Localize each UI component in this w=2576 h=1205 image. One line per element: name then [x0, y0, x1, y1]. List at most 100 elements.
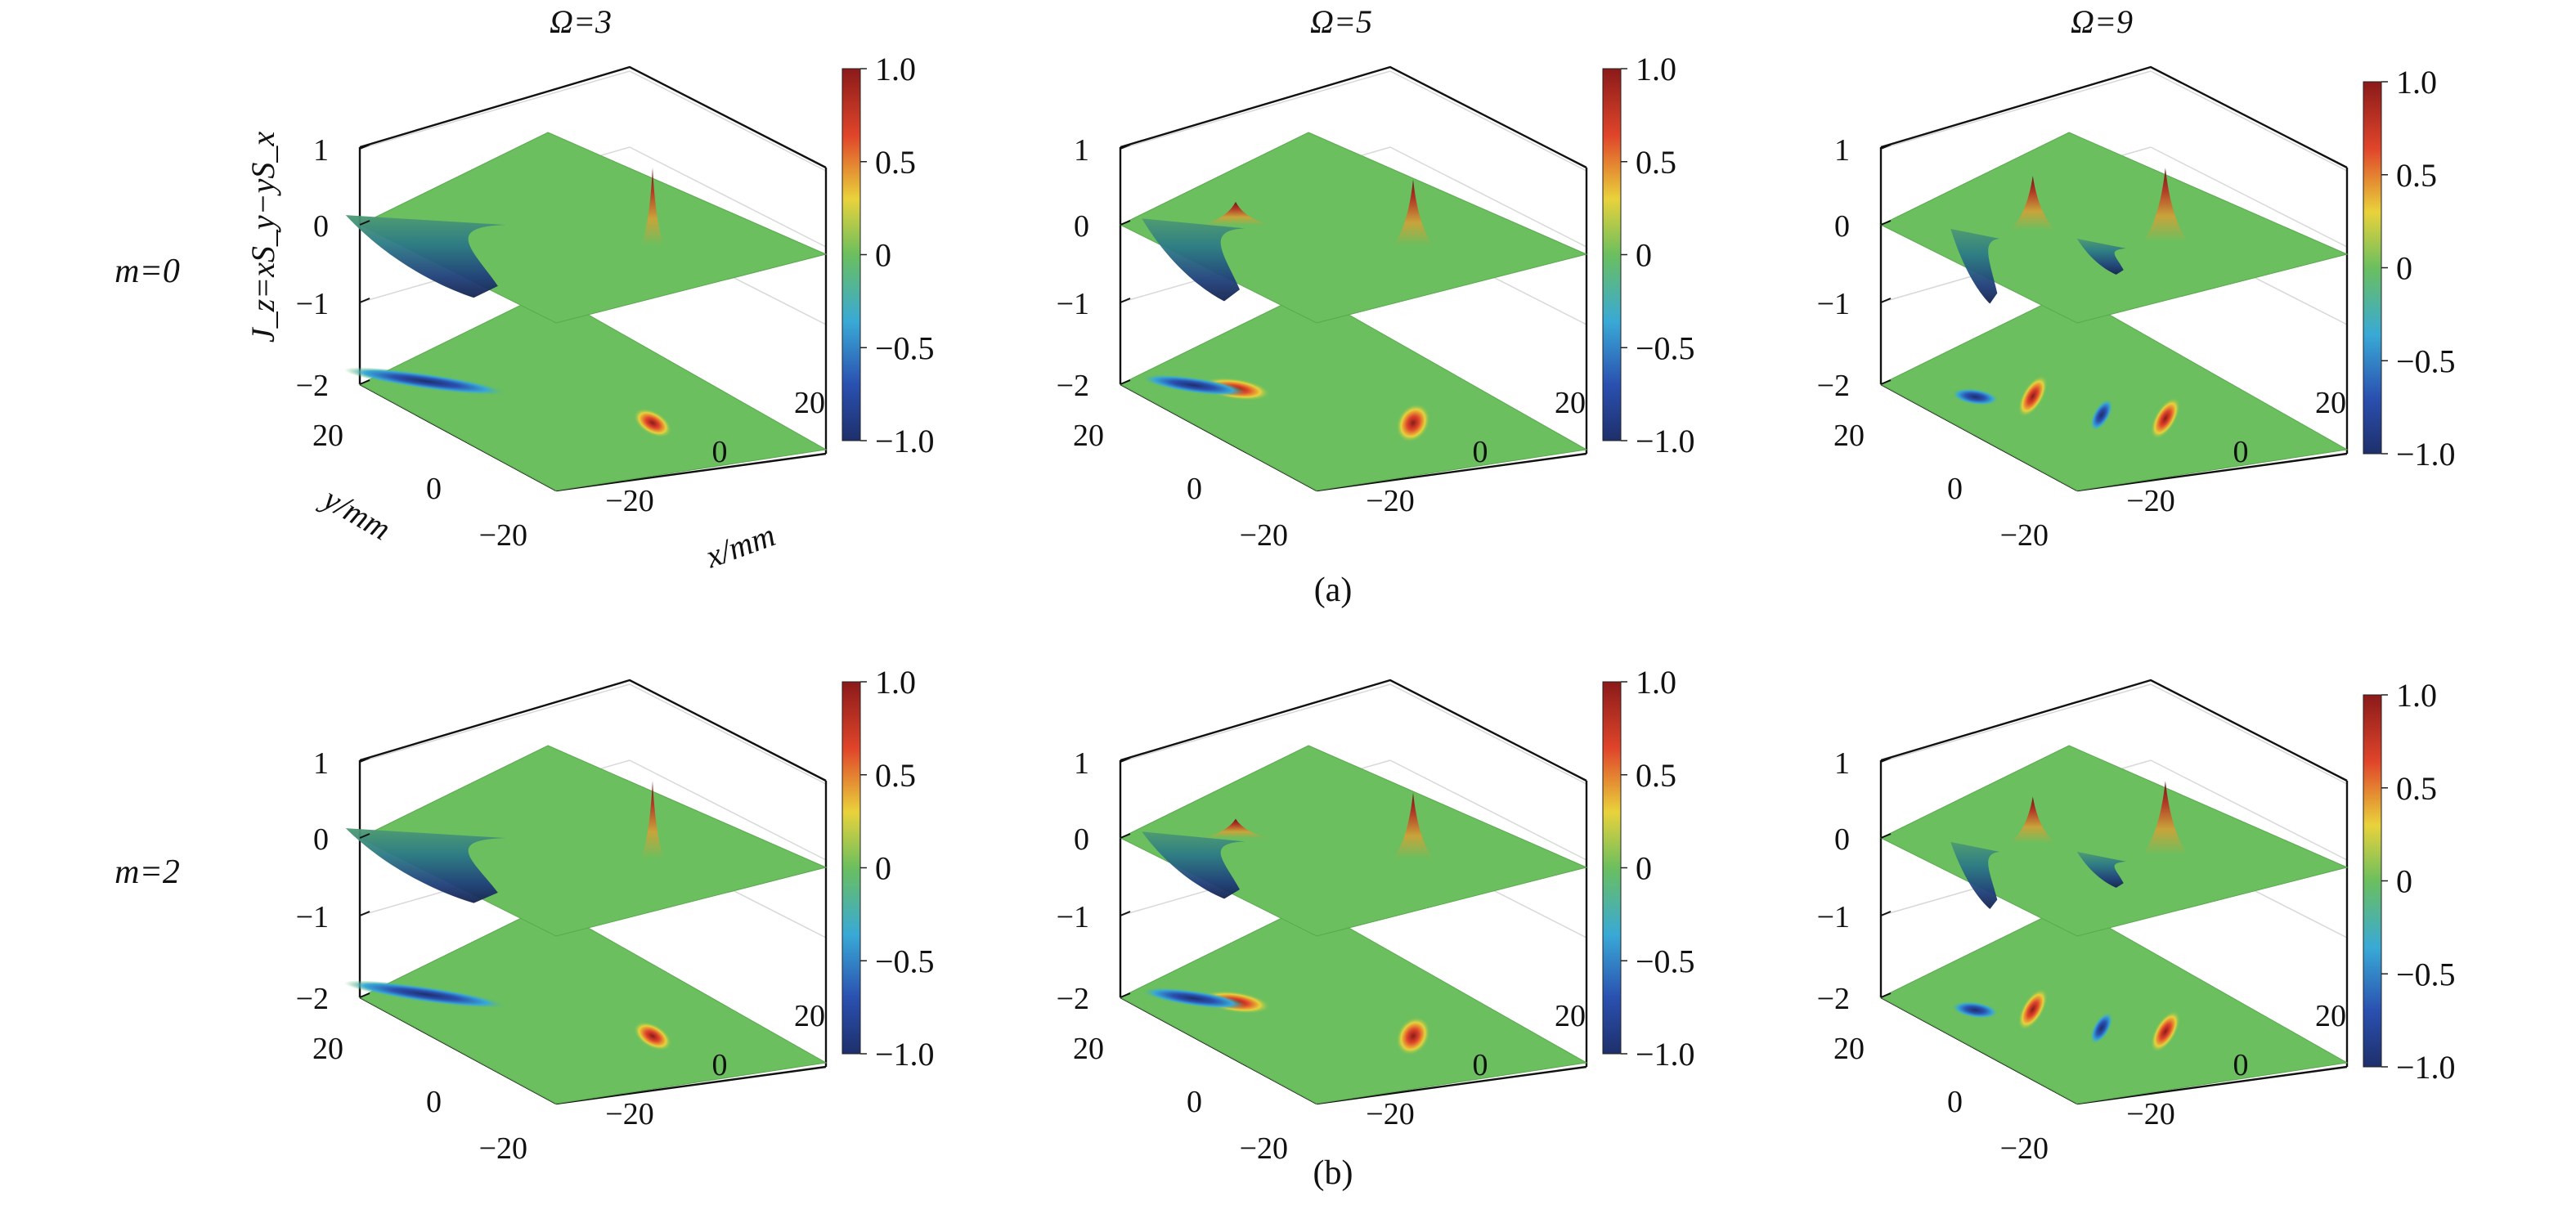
column-title: Ω=9: [2071, 3, 2133, 40]
surface-panel: 1 0 −1 −2 20 0 −20 −20 0 20 1.0 0.5 0 −0.5 −1.0: [296, 664, 935, 1166]
z-tick: [1120, 992, 1131, 998]
z-axis-label: J_z=xS_y−yS_x: [245, 132, 281, 343]
row-label: m=0: [114, 253, 180, 290]
grid-line: [629, 70, 827, 172]
floor-projection-plane: [358, 291, 828, 491]
z-tick-label: −2: [296, 982, 329, 1016]
z-tick-label: −2: [1057, 982, 1089, 1016]
box-top-edges: [1120, 679, 1587, 782]
floor-feature: [633, 408, 672, 438]
z-tick: [1880, 298, 1892, 303]
colorbar-tick-label: −1.0: [2396, 1049, 2456, 1086]
z-tick: [1120, 220, 1131, 226]
x-tick-label: 20: [1555, 386, 1586, 420]
box-top-edges: [359, 679, 827, 782]
colorbar-tick-label: 1.0: [2396, 677, 2437, 714]
z-tick-label: −1: [1057, 287, 1089, 321]
floor-feature: [1951, 1001, 1999, 1019]
box-top-edges: [1120, 65, 1587, 169]
floor-feature: [633, 1021, 672, 1051]
colorbar-tick-label: 0.5: [875, 144, 916, 181]
grid-line: [2150, 70, 2348, 172]
x-tick-label: 20: [2315, 386, 2346, 420]
z-tick-label: −1: [296, 900, 329, 934]
grid-line: [1120, 683, 1391, 763]
z-tick-label: −2: [1817, 982, 1850, 1016]
x-axis-line: [1316, 1065, 1587, 1105]
surface-panel: 1 0 −1 −2 20 0 −20 −20 0 20 1.0 0.5 0 −0.5 −1.0: [296, 51, 935, 553]
y-tick-label: 0: [1947, 472, 1963, 506]
floor-projection-plane: [358, 904, 828, 1104]
colorbar-tick-label: −0.5: [875, 329, 935, 366]
colorbar-tick-label: 0.5: [2396, 770, 2437, 807]
colorbar-tick-label: −0.5: [2396, 343, 2456, 379]
floor-feature: [343, 980, 508, 1009]
surface-peak: [641, 168, 664, 246]
grid-line: [2150, 146, 2348, 248]
grid-line: [2150, 683, 2348, 785]
surface-panel: 1 0 −1 −2 20 0 −20 −20 0 20 1.0 0.5 0 −0.5 −1.0: [1057, 664, 1695, 1166]
grid-line: [1880, 70, 2152, 150]
z-tick-label: −1: [1057, 900, 1089, 934]
x-tick-label: 0: [1473, 1048, 1488, 1082]
panel-label: (a): [1314, 571, 1353, 609]
surface-peak: [2009, 175, 2056, 231]
y-tick-label: −20: [1240, 1131, 1288, 1166]
floor-feature: [343, 367, 508, 396]
panel-label: (b): [1313, 1154, 1353, 1192]
z-tick: [359, 911, 370, 916]
x-tick-label: 20: [2315, 999, 2346, 1033]
colorbar-tick-label: −1.0: [875, 1036, 935, 1073]
z-tick: [1120, 757, 1131, 763]
x-tick-label: −20: [1366, 484, 1414, 518]
x-tick-label: 20: [794, 386, 825, 420]
z-tick-label: 0: [313, 822, 329, 857]
z-tick: [1880, 833, 1892, 839]
grid-line: [2150, 759, 2348, 861]
y-tick-label: 20: [312, 1032, 343, 1066]
colorbar: [2363, 694, 2382, 1068]
colorbar-tick-label: −0.5: [1636, 329, 1695, 366]
grid-line: [629, 759, 827, 861]
floor-feature: [2090, 1012, 2113, 1044]
floor-feature: [2017, 374, 2049, 418]
grid-line: [629, 683, 827, 785]
column-title: Ω=5: [1310, 3, 1372, 40]
floor-projection-plane: [1879, 291, 2349, 491]
box-top-edges: [359, 65, 827, 169]
x-tick-label: −20: [605, 484, 653, 518]
z-tick-label: −2: [296, 369, 329, 403]
colorbar-tick-label: −1.0: [1636, 423, 1695, 459]
column-title: Ω=3: [550, 3, 612, 40]
z-tick: [359, 379, 370, 385]
surface-panel: 1 0 −1 −2 20 0 −20 −20 0 20 1.0 0.5 0 −0.5 −1.0: [1057, 51, 1695, 553]
box-top-edges: [1880, 65, 2348, 169]
z-tick: [1120, 911, 1131, 916]
colorbar-tick-label: 1.0: [1636, 51, 1676, 87]
colorbar-tick-label: 0.5: [2396, 157, 2437, 194]
surface-panel: 1 0 −1 −2 20 0 −20 −20 0 20 1.0 0.5 0 −0.5 −1.0: [1817, 677, 2456, 1166]
x-axis-line: [2076, 452, 2348, 492]
y-tick-label: 20: [1833, 1032, 1865, 1066]
colorbar-tick-label: 0: [2396, 863, 2412, 900]
x-tick-label: 20: [794, 999, 825, 1033]
grid-line: [1389, 146, 1587, 248]
colorbar-tick-label: 0: [875, 850, 891, 887]
z-tick: [359, 144, 370, 150]
z-tick: [359, 757, 370, 763]
panels-group: 10−1−2200−20−200201.00.50−0.5−1.010−1−22…: [296, 51, 2456, 1166]
x-axis-line: [2076, 1065, 2348, 1105]
grid-line: [1389, 759, 1587, 861]
floor-projection-plane: [1119, 904, 1588, 1104]
z-tick-label: 1: [1074, 133, 1089, 168]
grid-line: [1880, 683, 2152, 763]
x-tick-label: 0: [2233, 435, 2249, 469]
grid-line: [1389, 70, 1587, 172]
colorbar-tick-label: −0.5: [2396, 956, 2456, 992]
colorbar: [1602, 681, 1622, 1055]
floor-feature: [1951, 388, 1999, 405]
colorbar-tick-label: −1.0: [875, 423, 935, 459]
grid-line: [359, 70, 631, 150]
y-tick-label: −20: [479, 518, 527, 553]
x-tick-label: 0: [2233, 1048, 2249, 1082]
